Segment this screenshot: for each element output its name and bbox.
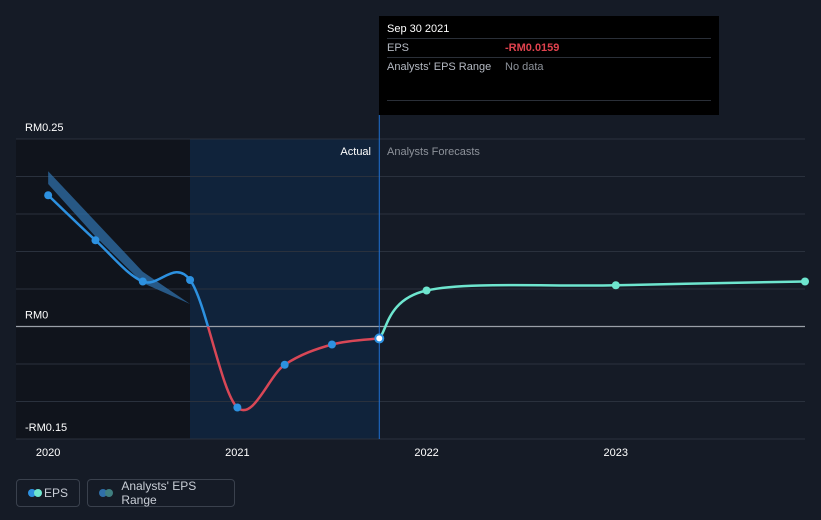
eps-point [91, 236, 100, 245]
eps-legend-icon [28, 489, 42, 497]
eps-lines [47, 194, 806, 412]
legend-eps-button[interactable]: EPS [16, 479, 80, 507]
forecast-line [378, 280, 806, 340]
x-tick-label: 2023 [604, 447, 628, 459]
eps-tooltip: Sep 30 2021 EPS -RM0.0159 Analysts' EPS … [379, 16, 719, 115]
tooltip-eps-value: -RM0.0159 [505, 42, 560, 54]
eps-point [138, 277, 147, 286]
y-tick-label: RM0.25 [25, 122, 64, 134]
eps-point [44, 191, 53, 200]
x-tick-label: 2021 [225, 447, 249, 459]
forecast-region-label: Analysts Forecasts [387, 146, 480, 158]
eps-point [186, 276, 195, 284]
tooltip-range-label: Analysts' EPS Range [387, 61, 492, 73]
tooltip-divider [387, 100, 711, 101]
eps-points [44, 191, 809, 412]
x-tick-label: 2020 [36, 447, 60, 459]
eps-point [327, 340, 336, 349]
eps-point [374, 333, 385, 344]
legend-range-button[interactable]: Analysts' EPS Range [87, 479, 235, 507]
eps-line-positive [47, 194, 210, 327]
tooltip-date: Sep 30 2021 [387, 23, 450, 35]
forecast-point [611, 281, 620, 290]
forecast-point [801, 277, 809, 286]
tooltip-range-value: No data [505, 61, 544, 73]
x-tick-label: 2022 [414, 447, 438, 459]
legend-range-label: Analysts' EPS Range [121, 479, 197, 507]
y-tick-label: -RM0.15 [25, 422, 67, 434]
eps-point [233, 403, 242, 412]
x-axis-tick-labels: 2020 2021 2022 2023 [36, 447, 628, 459]
gridlines [16, 115, 805, 440]
tooltip-eps-row: EPS -RM0.0159 [387, 38, 711, 57]
eps-line-negative [206, 326, 380, 412]
eps-point [280, 360, 289, 369]
forecast-point [422, 286, 431, 295]
tooltip-range-row: Analysts' EPS Range No data [387, 57, 711, 76]
tooltip-eps-label: EPS [387, 42, 410, 54]
y-axis-tick-labels: RM0.25 RM0 -RM0.15 [25, 122, 67, 434]
actual-region-label: Actual [340, 146, 371, 158]
y-tick-label: RM0 [25, 310, 48, 322]
range-legend-icon [99, 489, 113, 497]
legend-eps-label: EPS [43, 486, 68, 500]
